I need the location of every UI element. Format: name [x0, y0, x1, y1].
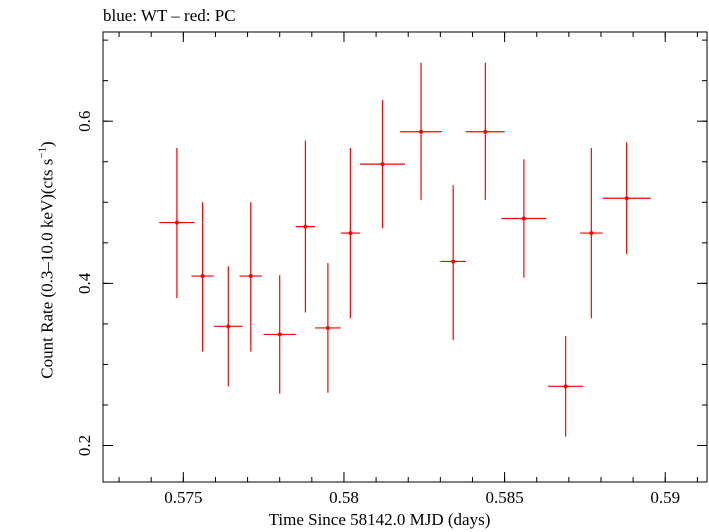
y-axis: 0.2 0.4 0.6: [75, 39, 707, 456]
x-axis-label: Time Since 58142.0 MJD (days): [268, 510, 491, 529]
point-marker: [589, 231, 594, 236]
data-point: [440, 185, 467, 341]
point-marker: [174, 220, 179, 225]
data-point: [191, 202, 214, 352]
y-axis-label-superscript: −1: [36, 146, 49, 159]
data-point: [239, 202, 263, 352]
point-marker: [325, 325, 330, 330]
data-point: [400, 62, 442, 200]
data-point: [315, 263, 341, 393]
x-tick-label: 0.585: [485, 488, 523, 507]
point-marker: [248, 274, 253, 279]
y-axis-label-tail: ): [37, 141, 57, 147]
point-marker: [419, 129, 424, 134]
data-series: [159, 62, 651, 437]
chart-title: blue: WT – red: PC: [103, 6, 236, 25]
data-point: [360, 100, 405, 229]
point-marker: [348, 231, 353, 236]
x-tick-label: 0.59: [650, 488, 680, 507]
data-point: [295, 140, 316, 313]
data-point: [340, 147, 361, 319]
point-marker: [521, 216, 526, 221]
y-tick-label: 0.4: [75, 272, 94, 294]
point-marker: [277, 332, 282, 337]
y-tick-label: 0.6: [75, 111, 94, 132]
data-point: [263, 275, 296, 394]
point-marker: [483, 129, 488, 134]
data-point: [602, 142, 651, 255]
data-point: [159, 147, 195, 298]
y-axis-label: Count Rate (0.3–10.0 keV)(cts s−1): [37, 141, 58, 378]
x-tick-label: 0.575: [164, 488, 202, 507]
data-point: [501, 159, 547, 278]
point-marker: [563, 384, 568, 389]
y-tick-label: 0.2: [75, 435, 94, 456]
data-point: [580, 147, 603, 319]
data-point: [213, 266, 243, 387]
point-marker: [200, 274, 205, 279]
data-point: [466, 62, 505, 200]
x-axis: 0.575 0.58 0.585 0.59: [118, 32, 698, 507]
point-marker: [380, 162, 385, 167]
point-marker: [451, 259, 456, 264]
y-axis-label-text: Count Rate (0.3–10.0 keV)(cts s: [37, 158, 57, 379]
data-point: [547, 336, 584, 437]
point-marker: [226, 324, 231, 329]
plot-frame: [102, 31, 708, 483]
point-marker: [624, 196, 629, 201]
point-marker: [303, 224, 308, 229]
x-tick-label: 0.58: [329, 488, 359, 507]
